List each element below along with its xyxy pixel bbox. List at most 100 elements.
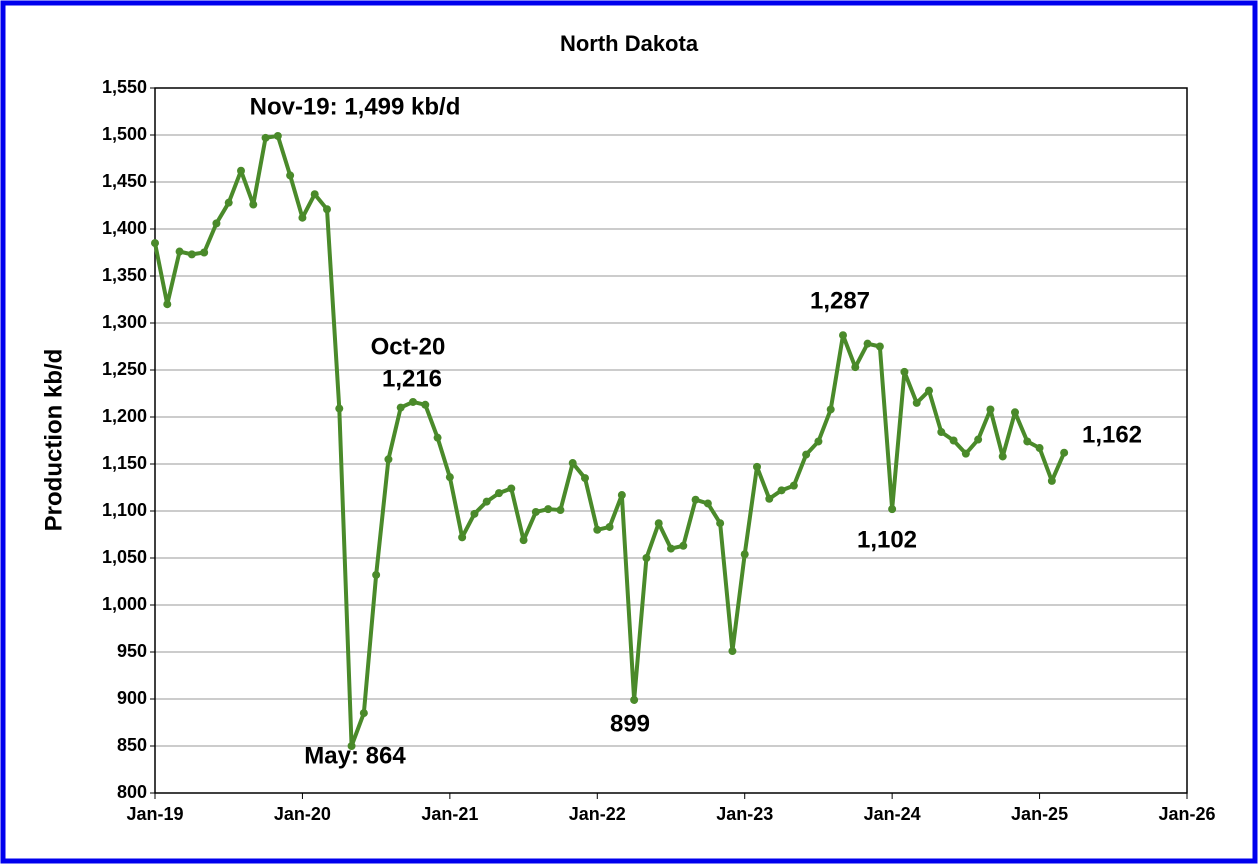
annotation: 1,216 xyxy=(382,365,442,392)
point xyxy=(716,519,725,528)
point xyxy=(384,455,393,464)
annotation: Nov-19: 1,499 kb/d xyxy=(250,93,461,120)
y-tick-label: 1,300 xyxy=(102,312,147,332)
point xyxy=(445,473,454,482)
point xyxy=(679,541,688,550)
point xyxy=(372,570,381,579)
y-tick-label: 1,400 xyxy=(102,218,147,238)
point xyxy=(863,339,872,348)
point xyxy=(286,171,295,180)
point xyxy=(777,486,786,495)
point xyxy=(151,239,159,248)
annotation: 899 xyxy=(610,710,650,737)
annotation: 1,162 xyxy=(1082,421,1142,448)
y-tick-label: 1,500 xyxy=(102,124,147,144)
point xyxy=(1011,408,1019,417)
y-tick-label: 1,250 xyxy=(102,359,147,379)
point xyxy=(630,695,639,704)
point xyxy=(396,403,405,412)
point xyxy=(703,499,712,508)
y-tick-label: 800 xyxy=(117,782,147,802)
point xyxy=(200,248,209,257)
point xyxy=(642,554,651,562)
point xyxy=(888,505,897,514)
point xyxy=(667,544,675,553)
point xyxy=(986,405,995,414)
point xyxy=(458,533,467,542)
x-tick-label: Jan-20 xyxy=(274,804,331,824)
point xyxy=(691,495,700,504)
point xyxy=(654,519,663,528)
point xyxy=(237,166,245,175)
point xyxy=(273,131,282,140)
y-tick-label: 1,100 xyxy=(102,500,147,520)
point xyxy=(495,489,503,498)
chart-title: North Dakota xyxy=(560,31,699,56)
point xyxy=(409,397,417,406)
y-tick-label: 1,550 xyxy=(102,77,147,97)
point xyxy=(519,536,528,545)
point xyxy=(323,205,331,214)
point xyxy=(753,462,761,471)
point xyxy=(249,200,258,209)
point xyxy=(912,398,921,407)
point xyxy=(937,428,946,437)
point xyxy=(224,198,233,207)
point xyxy=(163,300,172,309)
point xyxy=(605,522,614,531)
y-tick-label: 1,200 xyxy=(102,406,147,426)
y-tick-label: 900 xyxy=(117,688,147,708)
x-tick-label: Jan-21 xyxy=(421,804,478,824)
point xyxy=(261,133,270,142)
point xyxy=(925,386,933,395)
annotation: 1,287 xyxy=(810,287,870,314)
x-tick-label: Jan-19 xyxy=(126,804,183,824)
y-tick-label: 850 xyxy=(117,735,147,755)
point xyxy=(421,400,430,409)
y-tick-label: 1,000 xyxy=(102,594,147,614)
point xyxy=(851,363,860,372)
point xyxy=(347,742,356,750)
point xyxy=(974,435,983,444)
annotation: 1,102 xyxy=(857,526,917,553)
y-axis-label: Production kb/d xyxy=(40,349,67,532)
y-tick-label: 1,350 xyxy=(102,265,147,285)
point xyxy=(1035,444,1044,453)
point xyxy=(507,484,516,493)
x-tick-label: Jan-23 xyxy=(716,804,773,824)
point xyxy=(556,506,565,515)
y-tick-label: 1,050 xyxy=(102,547,147,567)
point xyxy=(310,190,319,199)
point xyxy=(482,497,491,506)
point xyxy=(187,250,196,259)
x-tick-label: Jan-25 xyxy=(1011,804,1068,824)
point xyxy=(593,525,602,534)
point xyxy=(728,647,737,656)
x-tick-label: Jan-26 xyxy=(1158,804,1215,824)
plot-area xyxy=(154,87,1188,794)
y-tick-label: 1,450 xyxy=(102,171,147,191)
point xyxy=(531,507,540,516)
point xyxy=(335,404,344,413)
point xyxy=(1060,448,1069,457)
point xyxy=(826,405,835,414)
point xyxy=(1047,476,1056,485)
point xyxy=(568,459,577,468)
point xyxy=(212,219,221,228)
x-tick-label: Jan-22 xyxy=(569,804,626,824)
y-tick-label: 1,150 xyxy=(102,453,147,473)
point xyxy=(544,505,553,514)
x-tick-label: Jan-24 xyxy=(864,804,921,824)
point xyxy=(581,474,589,483)
point xyxy=(839,331,847,340)
annotation: Oct-20 xyxy=(371,333,446,360)
annotation: May: 864 xyxy=(304,742,406,769)
point xyxy=(359,709,368,718)
point xyxy=(961,449,970,458)
point xyxy=(740,550,749,559)
point xyxy=(814,437,823,446)
y-tick-label: 950 xyxy=(117,641,147,661)
point xyxy=(175,247,184,256)
